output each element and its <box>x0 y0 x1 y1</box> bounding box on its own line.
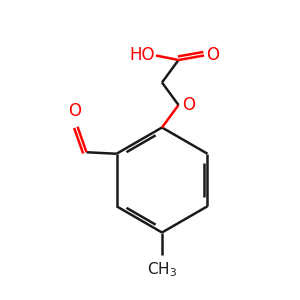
Text: O: O <box>182 96 195 114</box>
Text: O: O <box>68 102 81 120</box>
Text: CH$_3$: CH$_3$ <box>147 260 177 279</box>
Text: O: O <box>206 46 219 64</box>
Text: HO: HO <box>129 46 154 64</box>
